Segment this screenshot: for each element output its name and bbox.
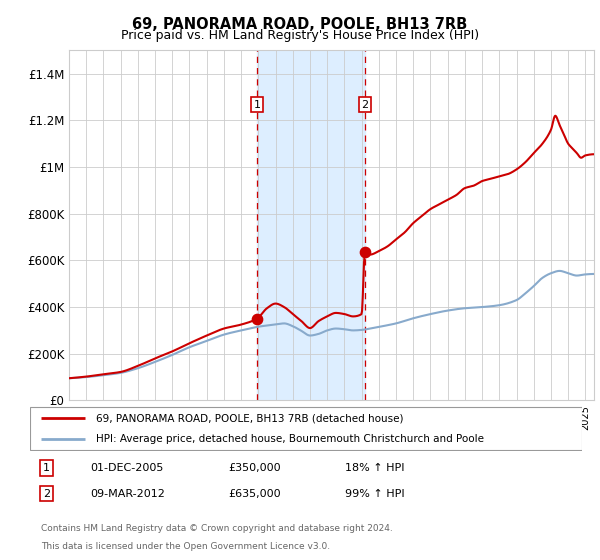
Text: 99% ↑ HPI: 99% ↑ HPI: [344, 488, 404, 498]
Text: 1: 1: [253, 100, 260, 110]
Text: HPI: Average price, detached house, Bournemouth Christchurch and Poole: HPI: Average price, detached house, Bour…: [96, 433, 484, 444]
Bar: [257, 50, 365, 400]
Text: £350,000: £350,000: [229, 463, 281, 473]
Text: Contains HM Land Registry data © Crown copyright and database right 2024.: Contains HM Land Registry data © Crown c…: [41, 525, 393, 534]
Text: Price paid vs. HM Land Registry's House Price Index (HPI): Price paid vs. HM Land Registry's House …: [121, 29, 479, 42]
Text: This data is licensed under the Open Government Licence v3.0.: This data is licensed under the Open Gov…: [41, 542, 330, 550]
Point: [360, 248, 370, 256]
Text: £635,000: £635,000: [229, 488, 281, 498]
Text: 09-MAR-2012: 09-MAR-2012: [91, 488, 166, 498]
Text: 01-DEC-2005: 01-DEC-2005: [91, 463, 164, 473]
Text: 69, PANORAMA ROAD, POOLE, BH13 7RB: 69, PANORAMA ROAD, POOLE, BH13 7RB: [133, 17, 467, 32]
Text: 18% ↑ HPI: 18% ↑ HPI: [344, 463, 404, 473]
Text: 1: 1: [43, 463, 50, 473]
FancyBboxPatch shape: [30, 407, 582, 450]
Point: [252, 314, 262, 323]
Text: 69, PANORAMA ROAD, POOLE, BH13 7RB (detached house): 69, PANORAMA ROAD, POOLE, BH13 7RB (deta…: [96, 413, 404, 423]
Text: 2: 2: [361, 100, 368, 110]
Text: 2: 2: [43, 488, 50, 498]
